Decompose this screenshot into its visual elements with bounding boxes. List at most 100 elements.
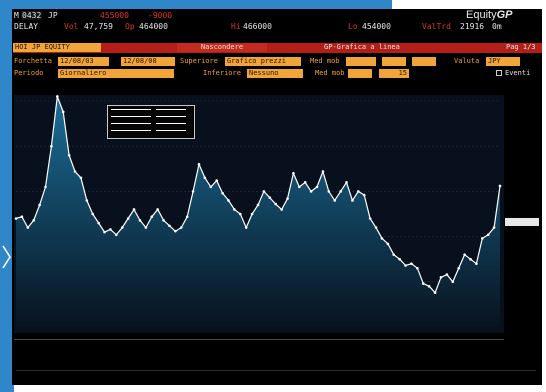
data-point-6 (50, 144, 53, 148)
data-point-32 (203, 176, 207, 180)
data-point-64 (392, 253, 396, 256)
data-point-7 (56, 95, 59, 98)
date-to-input[interactable]: 12/08/08 (121, 57, 175, 66)
data-point-35 (221, 191, 224, 195)
data-point-80 (486, 233, 490, 237)
low-label: Lo (348, 22, 358, 31)
data-point-37 (233, 208, 236, 211)
data-point-18 (120, 226, 124, 229)
data-point-3 (32, 219, 36, 222)
exchange-code: JP (48, 11, 58, 20)
lower-label: Inferiore (203, 69, 241, 77)
data-point-2 (26, 226, 30, 229)
data-point-24 (156, 208, 159, 211)
footer-divider (16, 370, 536, 371)
data-point-70 (427, 285, 431, 288)
security-code-field[interactable]: 0432 (21, 11, 43, 20)
price-chart[interactable] (14, 95, 504, 333)
data-point-29 (185, 215, 189, 219)
data-point-34 (215, 179, 218, 182)
data-point-47 (292, 172, 295, 175)
high-label: Hi (231, 22, 241, 31)
brand-bold: GP (496, 9, 513, 21)
data-point-40 (250, 212, 254, 216)
data-point-54 (333, 199, 337, 202)
scroll-arrow-icon[interactable] (0, 244, 12, 270)
window-frame-top (0, 0, 392, 9)
moving-average-2-input[interactable] (382, 57, 406, 66)
data-point-81 (492, 226, 496, 229)
data-point-39 (244, 226, 248, 229)
security-title-bar (13, 43, 542, 53)
chart-legend-box (107, 105, 195, 139)
price-area (16, 96, 500, 327)
date-from-input[interactable]: 12/08/03 (58, 57, 109, 66)
data-point-59 (362, 193, 366, 197)
data-point-68 (416, 266, 419, 270)
volume-label: Vol (64, 22, 79, 31)
data-point-75 (457, 266, 460, 270)
data-point-55 (339, 190, 342, 193)
data-point-28 (179, 226, 183, 229)
data-point-19 (126, 217, 130, 220)
last-price-marker (505, 218, 539, 226)
data-point-52 (321, 170, 325, 173)
moving-average-period-input[interactable]: 15 (379, 69, 409, 78)
data-point-77 (469, 257, 472, 261)
high-value: 466000 (243, 22, 272, 31)
upper-chart-select[interactable]: Grafico prezzi (225, 57, 301, 66)
data-point-79 (480, 237, 484, 240)
data-point-78 (475, 262, 478, 266)
data-point-16 (109, 228, 112, 231)
data-point-43 (268, 196, 272, 200)
period-select[interactable]: Giornaliero (58, 69, 174, 78)
moving-average-1-input[interactable] (346, 57, 376, 66)
data-point-33 (209, 185, 213, 189)
open-label: Op (125, 22, 135, 31)
data-point-17 (115, 233, 118, 237)
data-point-23 (150, 215, 154, 219)
range-label: Forchetta (14, 57, 52, 65)
data-point-76 (463, 253, 466, 256)
data-point-9 (67, 153, 71, 157)
data-point-72 (439, 275, 443, 279)
data-point-73 (445, 273, 449, 276)
hide-button[interactable]: Nascondere (177, 43, 267, 52)
data-point-22 (144, 226, 148, 229)
data-point-74 (451, 280, 455, 284)
data-point-25 (162, 219, 165, 222)
data-point-45 (280, 208, 283, 211)
data-point-66 (404, 264, 407, 267)
data-point-49 (303, 181, 307, 184)
data-point-50 (309, 190, 313, 193)
data-point-5 (44, 185, 47, 189)
data-point-48 (298, 185, 301, 189)
data-point-36 (227, 199, 230, 202)
security-name: HOI JP EQUITY (13, 43, 101, 52)
data-point-38 (238, 212, 242, 216)
delay-indicator: DELAY (14, 22, 39, 31)
last-price: 455000 (100, 11, 129, 20)
data-point-67 (410, 262, 413, 266)
value-traded: 21916 (460, 22, 485, 31)
data-point-0 (14, 217, 18, 220)
moving-average-3-input[interactable] (412, 57, 436, 66)
currency-select[interactable]: JPY (486, 57, 520, 66)
lower-chart-select[interactable]: Nessuno (247, 69, 303, 78)
equity-gp-brand: EquityGP (466, 10, 512, 21)
data-point-56 (345, 181, 348, 184)
events-label: Eventi (505, 69, 531, 77)
data-point-41 (256, 203, 260, 207)
data-point-31 (197, 162, 201, 166)
data-point-60 (368, 217, 372, 220)
events-checkbox[interactable] (496, 70, 502, 76)
data-point-44 (274, 202, 278, 206)
data-point-1 (20, 215, 24, 219)
upper-label: Superiore (180, 57, 218, 65)
data-point-8 (61, 110, 65, 114)
moving-average-empty-input[interactable] (348, 69, 372, 78)
data-point-42 (262, 190, 266, 193)
data-point-61 (374, 226, 378, 229)
value-traded-label: ValTrd (422, 22, 451, 31)
data-point-11 (79, 176, 83, 180)
